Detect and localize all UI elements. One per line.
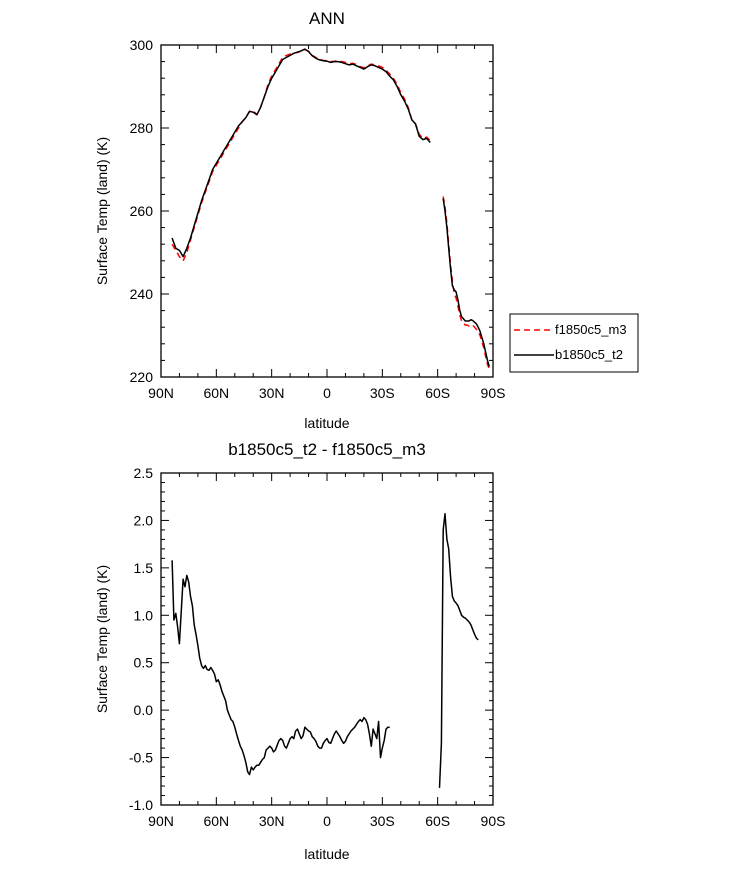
- series-line-difference-segment-1: [171, 560, 390, 776]
- chart-title: b1850c5_t2 - f1850c5_m3: [228, 440, 426, 459]
- legend-label-b1850c5-t2: b1850c5_t2: [555, 347, 623, 362]
- x-tick-label: 0: [323, 813, 331, 829]
- y-axis-label: Surface Temp (land) (K): [94, 137, 110, 285]
- x-tick-label: 90N: [148, 813, 174, 829]
- y-tick-label: 0.0: [134, 702, 154, 718]
- series-line-f1850c5-m3-segment-2: [442, 196, 490, 370]
- x-tick-label: 90S: [481, 385, 506, 401]
- x-tick-label: 60N: [203, 813, 229, 829]
- x-tick-label: 0: [323, 385, 331, 401]
- x-tick-label: 90S: [481, 813, 506, 829]
- legend-label-f1850c5-m3: f1850c5_m3: [555, 322, 627, 337]
- axis-ticks: 90N 60N 30N 0 30S 60S 90S 220 240 260 280 300: [130, 37, 506, 401]
- series-line-f1850c5-m3-segment-1: [171, 48, 431, 262]
- series-line-difference-segment-2: [438, 513, 479, 788]
- y-tick-label: 260: [130, 203, 154, 219]
- series-lines: [171, 48, 491, 370]
- x-axis-label: latitude: [304, 415, 349, 431]
- x-tick-label: 30S: [370, 813, 395, 829]
- y-tick-label: 220: [130, 369, 154, 385]
- chart-title: ANN: [309, 9, 345, 28]
- y-axis-label: Surface Temp (land) (K): [94, 565, 110, 713]
- y-tick-label: 240: [130, 286, 154, 302]
- plot-frame: [160, 472, 494, 806]
- series-line-b1850c5-t2-segment-1: [171, 48, 431, 258]
- series-line-b1850c5-t2-segment-2: [442, 198, 491, 367]
- y-tick-label: 280: [130, 120, 154, 136]
- axis-ticks: 90N 60N 30N 0 30S 60S 90S -1.0 -0.5 0.0 0.5 1.0 1.5 2…: [129, 465, 506, 829]
- x-tick-label: 60S: [425, 385, 450, 401]
- series-lines: [171, 513, 479, 788]
- x-tick-label: 30S: [370, 385, 395, 401]
- chart-annual-temperature: ANN 90N 60N 30N 0 30S 60S 90S 220 240 260 280 300 l…: [94, 9, 505, 431]
- x-tick-label: 90N: [148, 385, 174, 401]
- y-tick-label: 0.5: [134, 655, 154, 671]
- y-tick-label: 2.5: [134, 465, 154, 481]
- x-tick-label: 30N: [259, 385, 285, 401]
- y-tick-label: 2.0: [134, 512, 154, 528]
- x-tick-label: 60S: [425, 813, 450, 829]
- y-tick-label: 300: [130, 37, 154, 53]
- y-tick-label: -0.5: [129, 750, 153, 766]
- legend-box: [509, 313, 639, 373]
- chart-difference: b1850c5_t2 - f1850c5_m3 90N 60N 30N 0 30S 60S…: [94, 440, 505, 862]
- plot-frame: [160, 44, 494, 378]
- x-axis-label: latitude: [304, 846, 349, 862]
- x-tick-label: 30N: [259, 813, 285, 829]
- legend: f1850c5_m3 b1850c5_t2: [509, 313, 639, 373]
- x-tick-label: 60N: [203, 385, 229, 401]
- y-tick-label: -1.0: [129, 797, 153, 813]
- y-tick-label: 1.5: [134, 560, 154, 576]
- y-tick-label: 1.0: [134, 607, 154, 623]
